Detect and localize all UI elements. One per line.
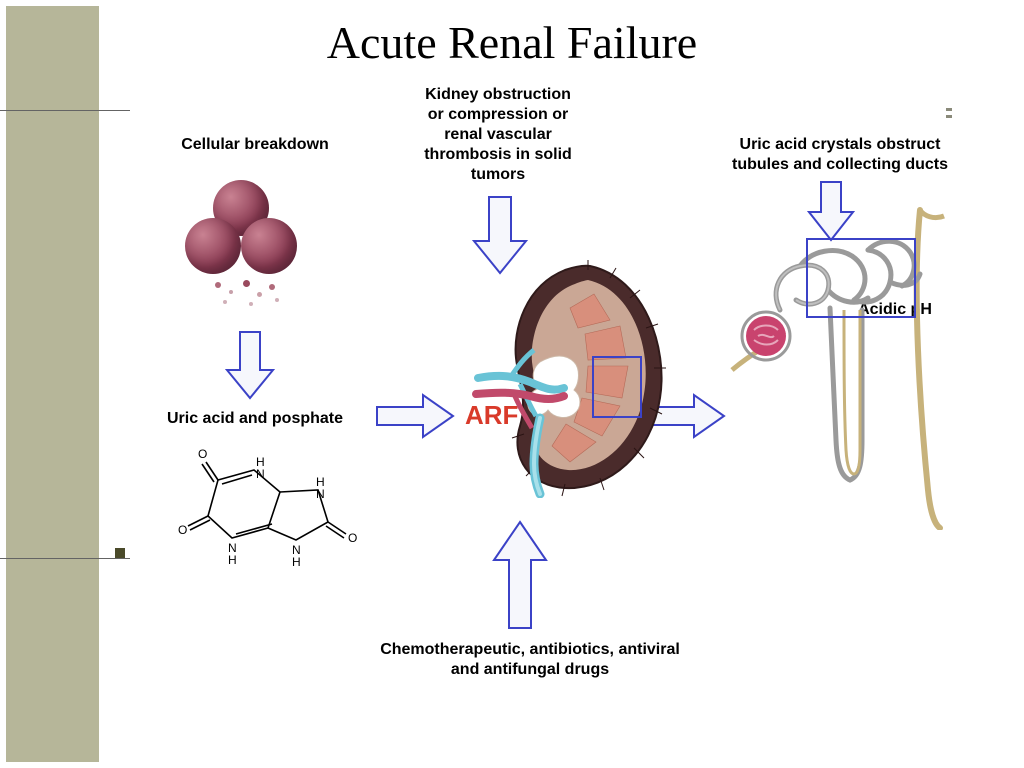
svg-text:H: H (228, 553, 237, 567)
svg-text:N: N (256, 467, 265, 481)
decor-marks (946, 108, 954, 138)
label-uric-crystals: Uric acid crystals obstruct tubules and … (690, 135, 990, 175)
slide: Acute Renal Failure Cellular breakdown K… (0, 0, 1024, 768)
sidebar-panel (6, 6, 99, 762)
arrow-right-1 (375, 393, 455, 439)
decor-line-top (0, 110, 130, 111)
nephron-highlight-box (806, 238, 916, 318)
slide-sidebar (0, 0, 105, 768)
svg-text:N: N (316, 487, 325, 501)
nephron-illustration (720, 190, 980, 530)
label-cellular-breakdown: Cellular breakdown (155, 135, 355, 155)
decor-line-bottom (0, 558, 130, 559)
label-drugs: Chemotherapeutic, antibiotics, antiviral… (330, 640, 730, 680)
svg-text:O: O (348, 531, 357, 545)
decor-bullet (115, 548, 125, 558)
svg-text:O: O (198, 447, 207, 461)
page-title: Acute Renal Failure (0, 16, 1024, 69)
kidney-highlight-box (592, 356, 642, 418)
chemical-structure: O O O HN NH HN NH (168, 440, 368, 590)
label-uric-phosphate: Uric acid and posphate (130, 409, 380, 429)
svg-text:O: O (178, 523, 187, 537)
label-kidney-obstruction: Kidney obstruction or compression or ren… (378, 85, 618, 185)
svg-text:H: H (292, 555, 301, 569)
arrow-up-1 (492, 520, 548, 630)
cells-icon (185, 180, 315, 330)
kidney-illustration (470, 258, 670, 498)
arrow-down-1 (225, 330, 275, 400)
